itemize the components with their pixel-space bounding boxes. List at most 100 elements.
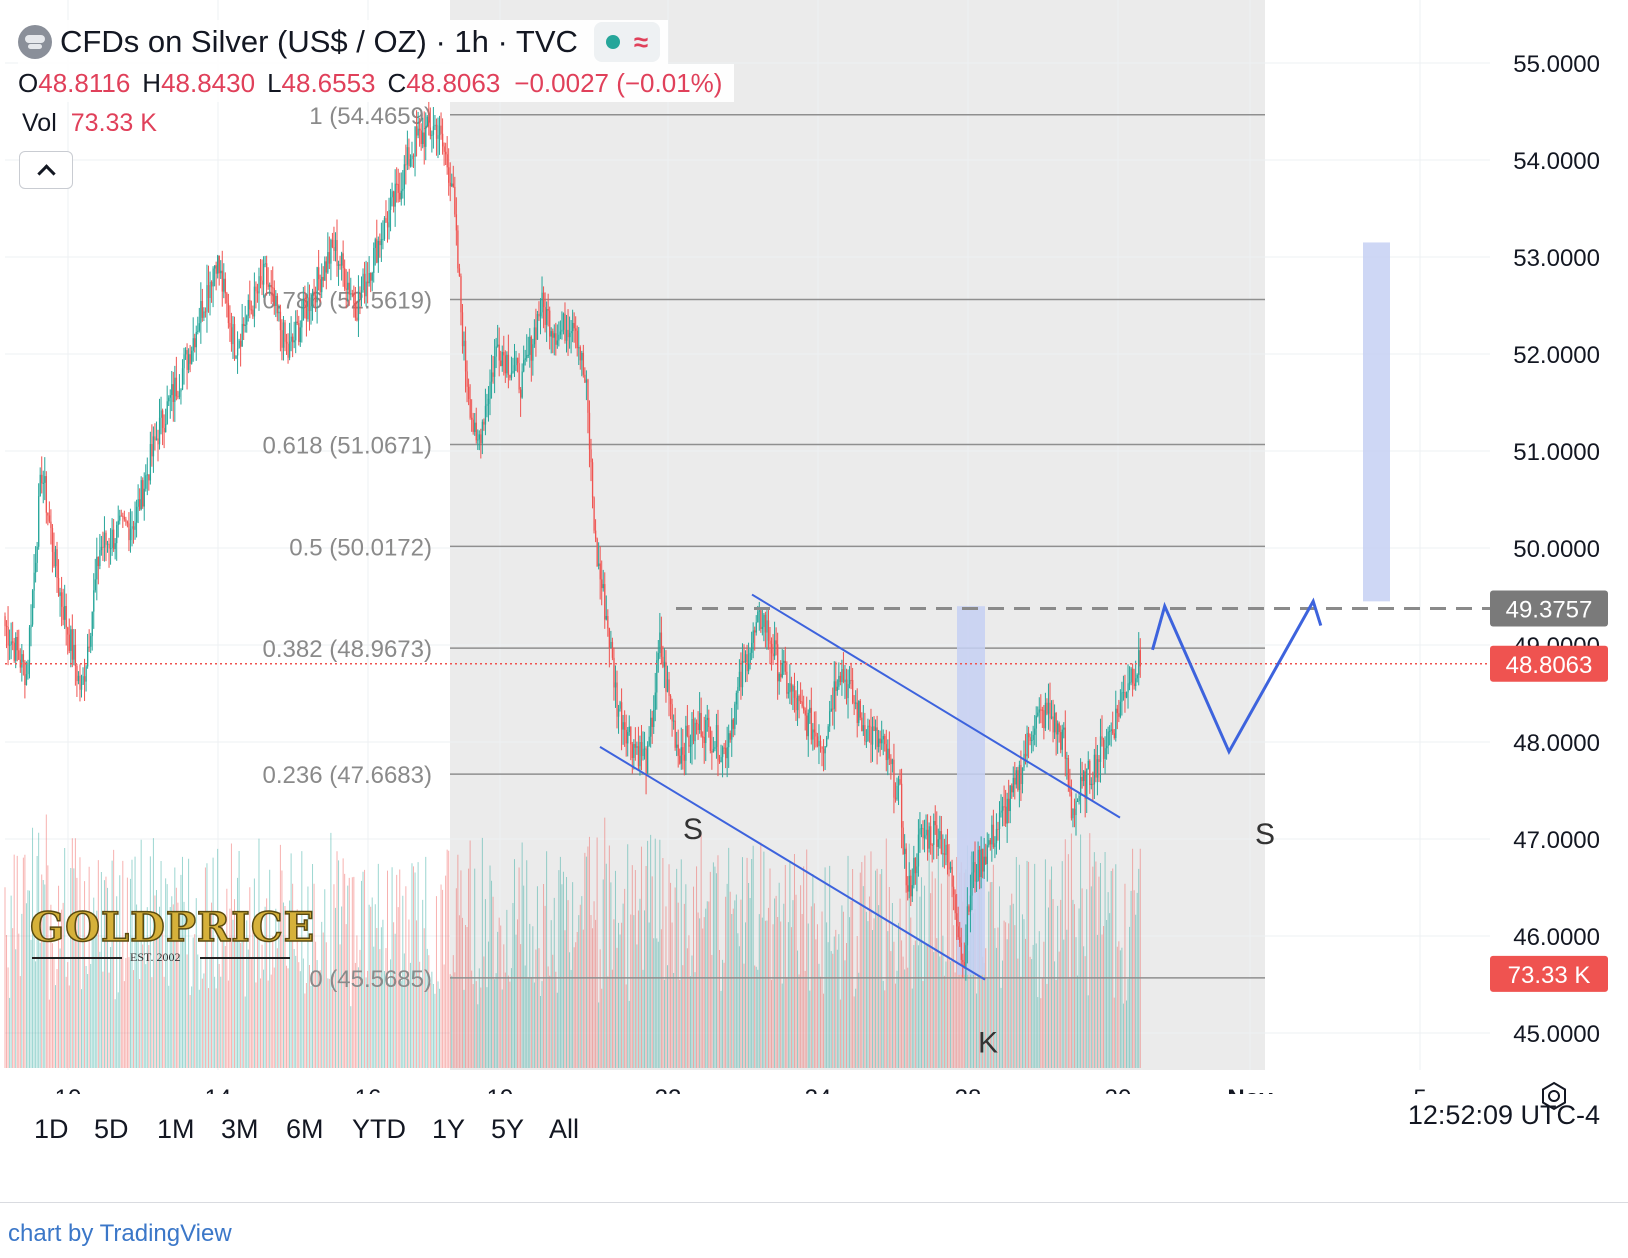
candle-body-524	[806, 715, 808, 737]
candle-body-624	[959, 937, 961, 943]
candle-body-696	[1069, 785, 1071, 793]
candle-body-597	[917, 834, 920, 867]
projection-path[interactable]	[1151, 597, 1323, 756]
range-5d-button[interactable]: 5D	[94, 1114, 129, 1144]
candle-body-742	[1139, 650, 1141, 667]
candle-body-129	[201, 301, 204, 318]
price-tick-4: 51.0000	[1513, 439, 1600, 466]
candle-body-278	[429, 127, 432, 136]
symbol-header: CFDs on Silver (US$ / OZ) · 1h · TVC ≈	[18, 20, 669, 64]
candle-body-596	[916, 866, 918, 874]
candle-body-493	[758, 610, 760, 612]
descending-channel[interactable]	[599, 593, 1121, 981]
candle-body-19	[33, 572, 35, 591]
time-tick-4: 22	[655, 1085, 682, 1094]
candle-body-122	[191, 350, 193, 364]
range-ytd-button[interactable]: YTD	[352, 1114, 406, 1144]
candle-body-715	[1098, 759, 1100, 762]
candle-body-179	[278, 311, 280, 314]
candle-body-526	[809, 707, 811, 713]
candle-body-135	[210, 281, 213, 287]
candle-body-280	[432, 126, 435, 135]
candle-body-212	[328, 252, 331, 264]
candle-body-281	[434, 124, 436, 127]
candle-body-519	[798, 695, 800, 702]
price-axis[interactable]: 55.0000 54.0000 53.0000 52.0000 51.0000 50.00…	[1513, 51, 1600, 1048]
candle-body-503	[773, 640, 776, 657]
candle-body-580	[891, 759, 894, 765]
range-5y-button[interactable]: 5Y	[491, 1114, 525, 1144]
candle-body-333	[513, 365, 516, 371]
candle-body-675	[1037, 712, 1039, 716]
candle-body-121	[189, 354, 191, 364]
candle-body-571	[878, 738, 880, 747]
candle-body-589	[905, 848, 907, 886]
time-tick-9: 5	[1413, 1085, 1426, 1094]
candle-body-269	[415, 126, 418, 136]
candle-body-592	[910, 875, 912, 897]
candle-body-678	[1041, 709, 1044, 711]
range-3m-button[interactable]: 3M	[221, 1114, 259, 1144]
candle-body-5	[12, 641, 14, 643]
candle-body-176	[273, 288, 275, 306]
candle-body-463	[712, 748, 715, 753]
range-6m-button[interactable]: 6M	[286, 1114, 324, 1144]
candle-body-101	[158, 417, 161, 445]
candle-body-613	[942, 853, 944, 855]
candle-body-473	[728, 733, 730, 748]
candle-body-22	[38, 496, 40, 547]
candle-body-430	[662, 656, 664, 667]
candle-body-271	[419, 128, 421, 131]
candle-body-115	[180, 389, 182, 392]
candle-body-647	[994, 843, 996, 848]
range-all-button[interactable]: All	[549, 1114, 580, 1144]
candle-body-38	[62, 606, 64, 620]
candle-body-668	[1026, 732, 1028, 757]
candle-body-297	[458, 268, 461, 277]
candle-body-708	[1087, 760, 1089, 769]
candle-body-415	[639, 741, 641, 767]
candle-body-66	[105, 532, 107, 545]
candle-body-723	[1110, 729, 1112, 731]
candle-body-545	[838, 675, 840, 687]
candle-body-637	[979, 849, 981, 878]
price-chart[interactable]: 1 (54.4659)0.786 (52.5619)0.618 (51.0671…	[0, 0, 1628, 1094]
candle-body-396	[610, 641, 612, 648]
candle-body-188	[292, 336, 294, 343]
candle-body-95	[149, 444, 152, 481]
chart-clock[interactable]: 12:52:09 UTC-4	[1407, 1100, 1600, 1130]
candle-body-159	[247, 299, 249, 316]
candle-body-531	[816, 736, 819, 747]
candle-body-659	[1012, 777, 1014, 793]
candle-body-331	[510, 372, 513, 378]
tradingview-credit-link[interactable]: chart by TradingView	[8, 1220, 232, 1247]
candle-body-379	[584, 374, 586, 383]
candle-body-393	[605, 616, 607, 620]
candle-body-195	[302, 298, 305, 321]
candle-body-707	[1086, 768, 1088, 799]
candle-body-173	[269, 285, 271, 287]
candle-body-39	[64, 605, 66, 620]
candle-body-653	[1003, 806, 1005, 808]
silver-symbol-icon	[18, 25, 52, 59]
candle-body-521	[801, 701, 803, 707]
range-1y-button[interactable]: 1Y	[432, 1114, 466, 1144]
candle-body-164	[255, 286, 257, 292]
candle-body-24	[41, 474, 43, 484]
candle-body-374	[576, 330, 578, 349]
candle-body-170	[264, 263, 266, 265]
axis-settings-icon[interactable]	[1539, 1081, 1569, 1111]
candle-body-610	[937, 839, 939, 847]
range-1d-button[interactable]: 1D	[34, 1114, 69, 1144]
range-1m-button[interactable]: 1M	[157, 1114, 195, 1144]
candle-body-296	[457, 230, 459, 269]
symbol-title[interactable]: CFDs on Silver (US$ / OZ) · 1h · TVC	[60, 24, 578, 59]
candle-body-568	[873, 726, 875, 731]
time-axis[interactable]: 10 14 16 19 22 24 28 30 Nov 5	[55, 1085, 1427, 1094]
candle-body-579	[890, 758, 892, 765]
collapse-legend-button[interactable]	[19, 151, 73, 189]
candle-body-631	[969, 895, 972, 912]
candle-body-431	[663, 661, 666, 667]
candle-body-646	[992, 824, 995, 848]
market-status-pill[interactable]: ≈	[593, 22, 661, 62]
